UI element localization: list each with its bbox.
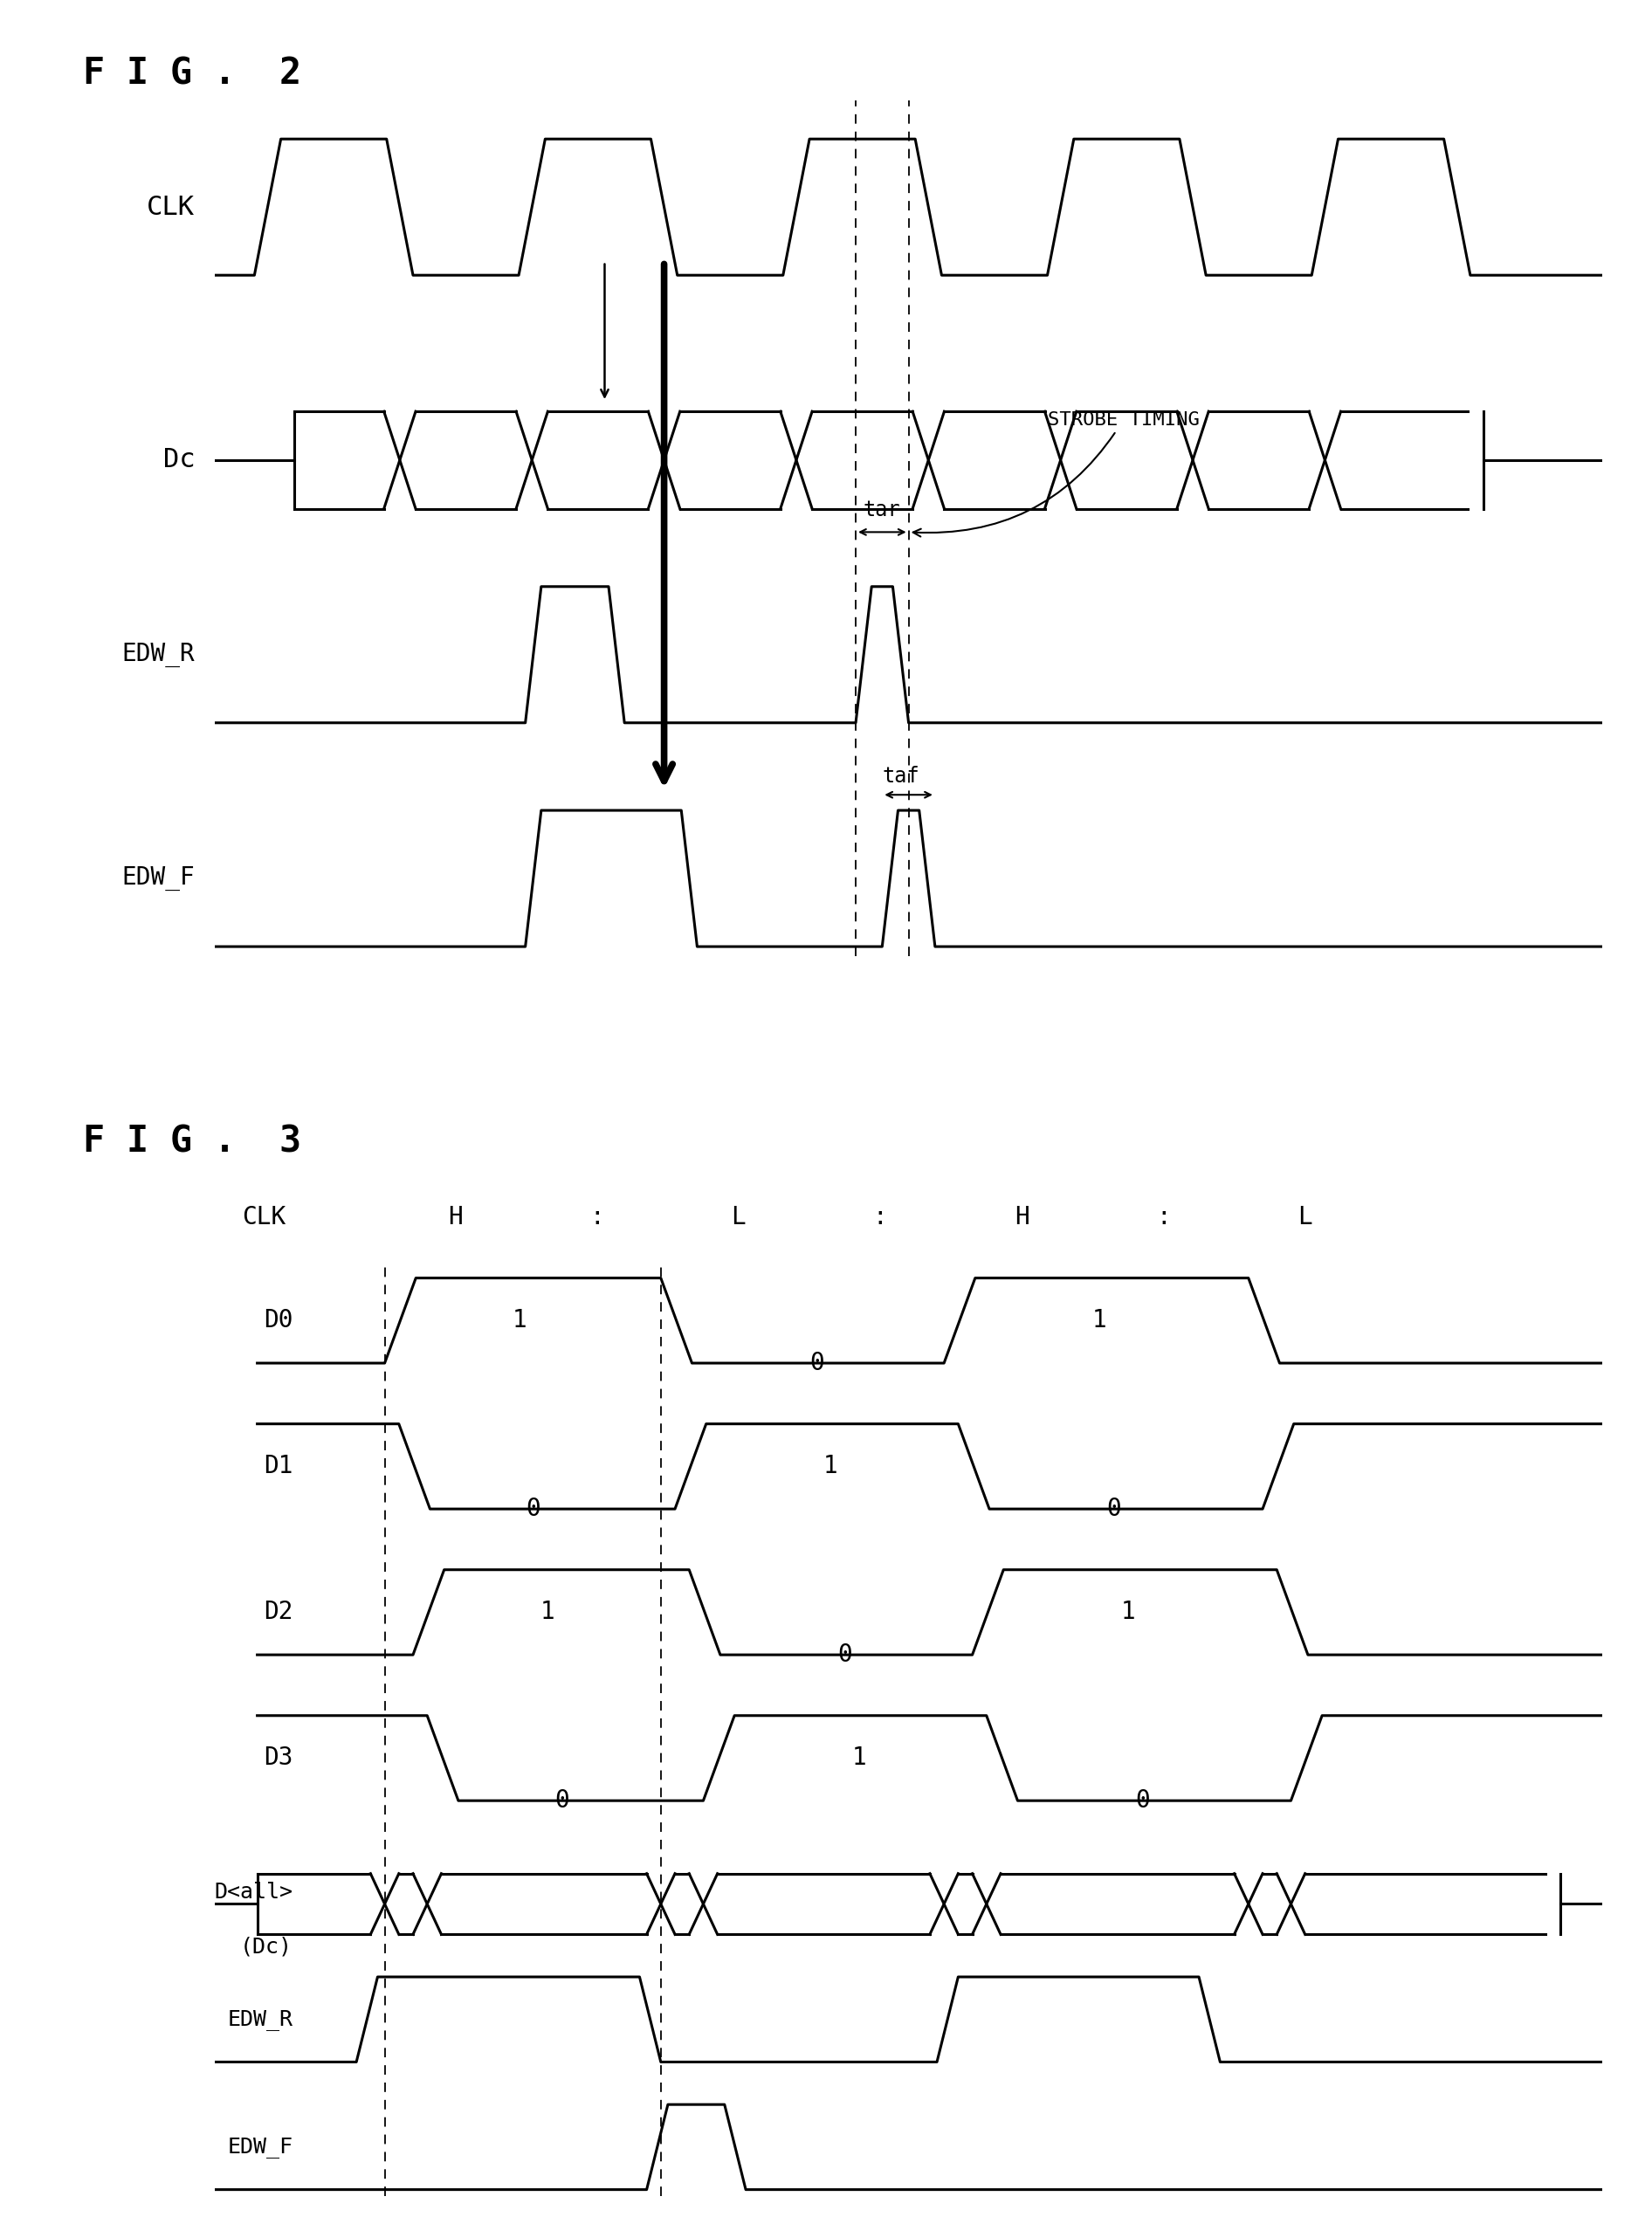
Text: H: H <box>1014 1205 1029 1230</box>
Text: D3: D3 <box>263 1746 292 1770</box>
Text: 1: 1 <box>512 1308 527 1332</box>
Text: H: H <box>448 1205 463 1230</box>
Text: D1: D1 <box>263 1454 292 1479</box>
Text: F I G .  2: F I G . 2 <box>83 56 301 91</box>
Text: 0: 0 <box>525 1497 540 1521</box>
Text: 1: 1 <box>1120 1599 1135 1624</box>
Text: tar: tar <box>864 500 900 520</box>
Text: EDW_R: EDW_R <box>122 643 195 667</box>
Text: :: : <box>872 1205 887 1230</box>
Text: 0: 0 <box>838 1644 852 1668</box>
Text: EDW_R: EDW_R <box>228 2008 292 2031</box>
Text: 0: 0 <box>555 1788 568 1813</box>
Text: CLK: CLK <box>241 1205 286 1230</box>
Text: 1: 1 <box>1092 1308 1107 1332</box>
Text: F I G .  3: F I G . 3 <box>83 1123 301 1159</box>
Text: STROBE TIMING: STROBE TIMING <box>914 411 1199 536</box>
Text: D2: D2 <box>263 1599 292 1624</box>
Text: :: : <box>1156 1205 1171 1230</box>
Text: L: L <box>732 1205 747 1230</box>
Text: 0: 0 <box>1107 1497 1122 1521</box>
Text: L: L <box>1298 1205 1312 1230</box>
Text: 0: 0 <box>1135 1788 1150 1813</box>
Text: 1: 1 <box>852 1746 866 1770</box>
Text: :: : <box>590 1205 605 1230</box>
Text: taf: taf <box>882 765 920 787</box>
Text: CLK: CLK <box>147 193 195 220</box>
Text: EDW_F: EDW_F <box>228 2137 292 2157</box>
Text: D<all>: D<all> <box>215 1882 292 1902</box>
Text: EDW_F: EDW_F <box>122 865 195 892</box>
Text: D0: D0 <box>263 1308 292 1332</box>
Text: 1: 1 <box>540 1599 555 1624</box>
Text: (Dc): (Dc) <box>240 1937 292 1957</box>
Text: 1: 1 <box>823 1454 838 1479</box>
Text: Dc: Dc <box>164 447 195 474</box>
Text: 0: 0 <box>809 1350 824 1374</box>
